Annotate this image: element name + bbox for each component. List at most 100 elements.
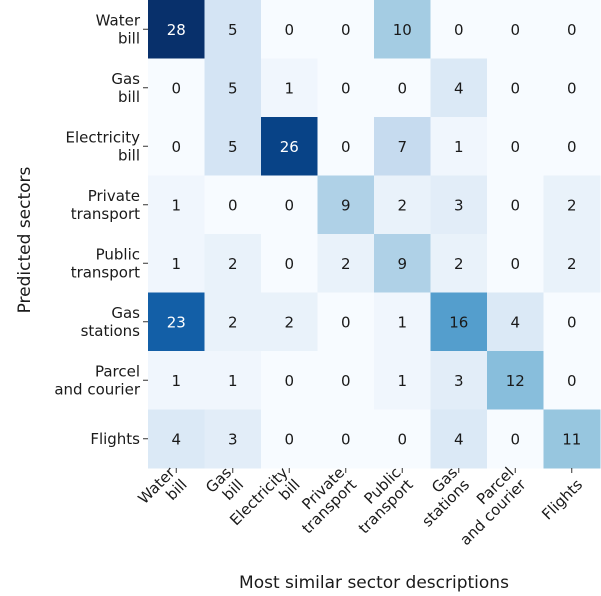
heatmap-cell [543, 117, 601, 176]
cell-label: 0 [284, 196, 294, 214]
y-tick-label-line: Parcel [95, 362, 140, 380]
y-tick-label: Private transport [71, 187, 140, 223]
heatmap-cell [543, 58, 601, 118]
heatmap-cell [374, 0, 431, 59]
x-tick-label: Flights [538, 476, 586, 524]
x-tick-label: Waterbill [135, 463, 192, 520]
heatmap-cell [317, 58, 375, 118]
cell-label: 0 [341, 79, 351, 97]
heatmap-cell [487, 351, 544, 410]
heatmap-cell [543, 234, 601, 293]
heatmap-cell [261, 0, 318, 59]
cell-label: 2 [228, 255, 238, 273]
cell-label: 4 [454, 430, 464, 448]
cell-label: 0 [397, 430, 407, 448]
heatmap-cell [204, 292, 262, 352]
x-axis-label: Most similar sector descriptions [239, 573, 509, 593]
y-tick-label-line: Flights [90, 430, 140, 448]
cell-label: 2 [228, 313, 238, 331]
heatmap-cell [543, 409, 601, 469]
heatmap-cell [261, 117, 318, 176]
heatmap-cell [487, 409, 544, 469]
cell-label: 0 [171, 79, 181, 97]
heatmap-cell [317, 0, 375, 59]
cell-label: 0 [454, 21, 464, 39]
y-tick-label-line: transport [71, 205, 140, 223]
heatmap-cell [261, 175, 318, 235]
cell-label: 1 [454, 138, 464, 156]
heatmap-cell [430, 292, 488, 352]
cell-label: 0 [341, 21, 351, 39]
y-tick-label: Parcel and courier [54, 362, 140, 398]
y-tick-label: Gas stations [81, 304, 141, 340]
heatmap-cell [430, 234, 488, 293]
y-tick-label: Water bill [96, 11, 141, 47]
y-tick-label-line: Gas [111, 304, 140, 322]
y-tick-label-line: bill [118, 146, 140, 164]
x-tick-label: Publictransport [343, 464, 417, 538]
heatmap-cell [543, 292, 601, 352]
heatmap-cell [148, 234, 205, 293]
heatmap-cell [148, 292, 205, 352]
heatmap-cell [374, 292, 431, 352]
heatmap-cell [317, 409, 375, 469]
cell-label: 0 [284, 372, 294, 390]
cell-label: 0 [228, 196, 238, 214]
cell-label: 1 [171, 196, 181, 214]
cell-label: 9 [397, 255, 407, 273]
heatmap-cell [317, 234, 375, 293]
cell-label: 3 [454, 196, 464, 214]
heatmap-cell [317, 175, 375, 235]
y-tick-label-line: bill [118, 29, 140, 47]
x-tick-label: Electricitybill [226, 464, 304, 542]
cell-label: 0 [510, 196, 520, 214]
heatmap-cell [487, 58, 544, 118]
heatmap-cell [204, 234, 262, 293]
heatmap-cell [543, 351, 601, 410]
cell-label: 0 [171, 138, 181, 156]
cell-label: 0 [284, 21, 294, 39]
y-tick-label-line: Gas [111, 70, 140, 88]
cell-label: 1 [397, 313, 407, 331]
heatmap-cell [204, 117, 262, 176]
heatmap-cell [487, 0, 544, 59]
cell-label: 2 [341, 255, 351, 273]
cell-label: 0 [567, 372, 577, 390]
heatmap-cell [317, 117, 375, 176]
y-tick-label-line: Public [96, 245, 140, 263]
heatmap-cell [430, 351, 488, 410]
heatmap-cell [317, 351, 375, 410]
heatmap-cell [204, 409, 262, 469]
heatmap-cell [261, 351, 318, 410]
cell-label: 0 [510, 138, 520, 156]
heatmap-cell [148, 58, 205, 118]
cell-label: 26 [280, 138, 299, 156]
cell-label: 0 [510, 79, 520, 97]
y-axis-label: Predicted sectors [15, 166, 35, 313]
heatmap-cell [261, 58, 318, 118]
y-tick-label-line: bill [118, 88, 140, 106]
heatmap-cell [204, 175, 262, 235]
heatmap-cell [148, 117, 205, 176]
y-tick-label-line: Private [88, 187, 140, 205]
cell-label: 10 [393, 21, 412, 39]
heatmap-cell [487, 292, 544, 352]
heatmap-cell [204, 0, 262, 59]
heatmap-cell [430, 58, 488, 118]
y-tick-label-line: and courier [54, 380, 140, 398]
y-tick-label: Gas bill [111, 70, 140, 106]
heatmap-cell [543, 0, 601, 59]
cell-label: 0 [567, 138, 577, 156]
heatmap-cell [430, 0, 488, 59]
heatmap-cell [148, 175, 205, 235]
x-tick-label: Gasstations [406, 463, 473, 530]
cell-label: 28 [167, 21, 186, 39]
heatmap-cell [374, 351, 431, 410]
cell-label: 16 [449, 313, 468, 331]
cell-label: 0 [510, 255, 520, 273]
heatmap-cell [374, 58, 431, 118]
heatmap-cell [374, 175, 431, 235]
cell-label: 0 [341, 430, 351, 448]
cell-label: 23 [167, 313, 186, 331]
